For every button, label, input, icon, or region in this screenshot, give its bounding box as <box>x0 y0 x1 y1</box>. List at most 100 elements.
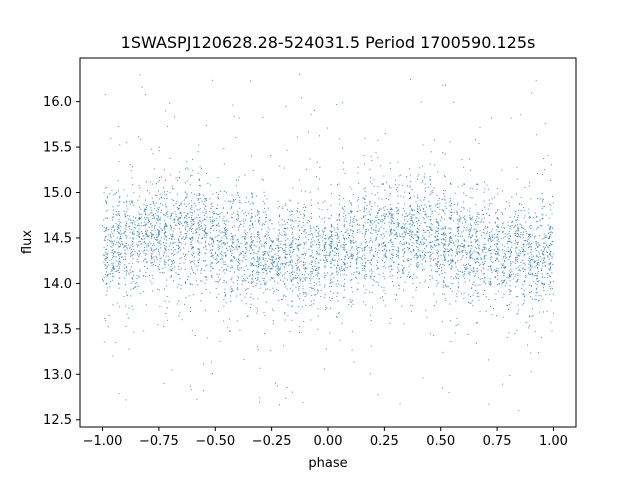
data-point <box>223 220 225 222</box>
data-point <box>138 244 140 246</box>
data-point <box>397 267 399 269</box>
data-point <box>203 363 205 365</box>
data-point <box>447 286 449 288</box>
data-point <box>474 262 476 264</box>
data-point <box>273 261 275 263</box>
data-point <box>422 377 424 379</box>
data-point <box>197 197 199 199</box>
data-point <box>151 282 153 284</box>
data-point <box>551 232 553 234</box>
data-point <box>118 246 120 248</box>
data-point <box>455 300 457 302</box>
data-point <box>377 394 379 396</box>
data-point <box>118 227 120 229</box>
data-point <box>138 206 140 208</box>
data-point <box>132 242 134 244</box>
data-point <box>430 252 432 254</box>
data-point <box>317 278 319 280</box>
data-point <box>312 276 314 278</box>
data-point <box>219 278 221 280</box>
data-point <box>468 294 470 296</box>
data-point <box>335 316 337 318</box>
data-point <box>150 261 152 263</box>
data-point <box>511 225 513 227</box>
data-point <box>312 303 314 305</box>
data-point <box>143 210 145 212</box>
data-point <box>478 246 480 248</box>
data-point <box>168 301 170 303</box>
data-point <box>368 219 370 221</box>
data-point <box>180 234 182 236</box>
data-point <box>146 236 148 238</box>
data-point <box>118 212 120 214</box>
data-point <box>471 300 473 302</box>
data-point <box>522 251 524 253</box>
data-point <box>483 290 485 292</box>
data-point <box>258 211 260 213</box>
data-point <box>529 270 531 272</box>
data-point <box>516 252 518 254</box>
data-point <box>131 270 133 272</box>
data-point <box>263 245 265 247</box>
data-point <box>201 168 203 170</box>
data-point <box>105 200 107 202</box>
data-point <box>442 152 444 154</box>
data-point <box>283 294 285 296</box>
data-point <box>111 242 113 244</box>
data-point <box>300 260 302 262</box>
data-point <box>332 259 334 261</box>
data-point <box>321 209 323 211</box>
data-point <box>256 233 258 235</box>
data-point <box>530 264 532 266</box>
data-point <box>230 251 232 253</box>
data-point <box>361 264 363 266</box>
data-point <box>143 330 145 332</box>
data-point <box>103 277 105 279</box>
data-point <box>276 239 278 241</box>
data-point <box>413 222 415 224</box>
data-point <box>203 260 205 262</box>
data-point <box>531 315 533 317</box>
data-point <box>163 238 165 240</box>
data-point <box>144 238 146 240</box>
data-point <box>369 250 371 252</box>
data-point <box>504 255 506 257</box>
data-point <box>463 192 465 194</box>
data-point <box>131 278 133 280</box>
data-point <box>458 221 460 223</box>
data-point <box>357 288 359 290</box>
data-point <box>409 247 411 249</box>
data-point <box>453 101 455 103</box>
data-point <box>198 226 200 228</box>
data-point <box>178 245 179 247</box>
data-point <box>371 306 373 308</box>
data-point <box>119 144 121 146</box>
data-point <box>245 253 247 255</box>
data-point <box>112 249 114 251</box>
data-point <box>295 275 297 277</box>
data-point <box>174 211 176 213</box>
data-point <box>462 264 464 266</box>
data-point <box>105 319 107 321</box>
data-point <box>376 215 378 217</box>
data-point <box>322 250 324 252</box>
data-point <box>475 236 477 238</box>
data-point <box>515 267 517 269</box>
data-point <box>284 243 286 245</box>
data-point <box>157 211 159 213</box>
data-point <box>422 255 424 257</box>
data-point <box>489 259 491 261</box>
data-point <box>378 230 380 232</box>
data-point <box>237 265 239 267</box>
data-point <box>483 229 485 231</box>
data-point <box>149 181 151 183</box>
data-point <box>417 240 419 242</box>
data-point <box>537 227 539 229</box>
data-point <box>330 263 331 265</box>
data-point <box>516 261 518 263</box>
data-point <box>491 256 493 258</box>
data-point <box>290 224 292 226</box>
data-point <box>130 272 132 274</box>
data-point <box>142 275 144 277</box>
data-point <box>504 266 506 268</box>
